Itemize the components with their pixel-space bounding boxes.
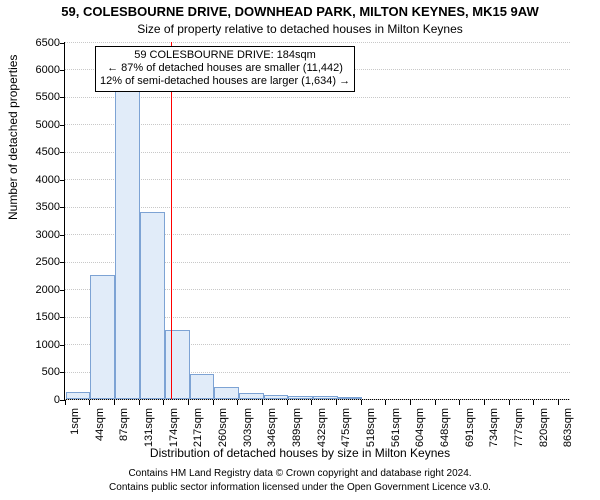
x-tick-mark [89,400,90,405]
histogram-bar [214,387,239,399]
x-tick-label: 174sqm [168,408,180,447]
x-tick-mark [361,400,362,405]
x-tick-label: 303sqm [242,408,254,447]
x-tick-mark [484,400,485,405]
x-tick-mark [459,400,460,405]
x-tick-mark [509,400,510,405]
y-tick-label: 2000 [10,284,60,296]
histogram-bar [264,395,289,399]
x-tick-label: 863sqm [562,408,574,447]
y-tick-label: 6500 [10,37,60,49]
x-tick-mark [435,400,436,405]
chart-title-sub: Size of property relative to detached ho… [0,22,600,36]
chart-title-main: 59, COLESBOURNE DRIVE, DOWNHEAD PARK, MI… [0,4,600,19]
y-tick-label: 0 [10,394,60,406]
x-tick-mark [237,400,238,405]
x-tick-mark [385,400,386,405]
footer-line-2: Contains public sector information licen… [0,482,600,494]
x-tick-label: 561sqm [390,408,402,447]
x-tick-label: 131sqm [143,408,155,447]
x-tick-mark [213,400,214,405]
x-tick-label: 648sqm [439,408,451,447]
x-tick-label: 691sqm [464,408,476,447]
y-tick-label: 3000 [10,229,60,241]
x-tick-mark [139,400,140,405]
histogram-bar [239,393,264,399]
y-tick-label: 2500 [10,256,60,268]
y-tick-label: 1500 [10,311,60,323]
x-tick-mark [311,400,312,405]
histogram-bar [288,396,313,399]
x-axis-label: Distribution of detached houses by size … [0,446,600,460]
histogram-bar [140,212,165,399]
x-tick-mark [287,400,288,405]
histogram-bars [65,42,570,399]
x-tick-label: 1sqm [69,408,81,435]
annotation-line-2: ← 87% of detached houses are smaller (11… [100,62,350,75]
x-tick-label: 475sqm [340,408,352,447]
x-tick-label: 518sqm [365,408,377,447]
x-tick-label: 389sqm [291,408,303,447]
x-tick-label: 432sqm [316,408,328,447]
x-tick-mark [262,400,263,405]
histogram-bar [338,397,363,399]
x-tick-mark [114,400,115,405]
x-tick-label: 820sqm [538,408,550,447]
plot-area: 59 COLESBOURNE DRIVE: 184sqm ← 87% of de… [64,42,570,400]
y-tick-label: 500 [10,366,60,378]
x-tick-label: 87sqm [118,408,130,441]
x-tick-mark [163,400,164,405]
x-tick-mark [336,400,337,405]
histogram-bar [90,275,115,399]
x-tick-mark [188,400,189,405]
x-tick-mark [558,400,559,405]
x-tick-label: 217sqm [192,408,204,447]
reference-line [171,42,172,399]
y-axis-label: Number of detached properties [6,55,20,220]
x-tick-label: 777sqm [513,408,525,447]
histogram-bar [115,91,140,399]
x-tick-label: 604sqm [414,408,426,447]
y-tick-label: 1000 [10,339,60,351]
histogram-bar [190,374,215,399]
histogram-bar [165,330,190,399]
x-tick-label: 346sqm [266,408,278,447]
annotation-box: 59 COLESBOURNE DRIVE: 184sqm ← 87% of de… [95,46,355,92]
histogram-bar [313,396,338,399]
x-tick-label: 260sqm [217,408,229,447]
annotation-line-3: 12% of semi-detached houses are larger (… [100,75,350,88]
histogram-bar [66,392,91,399]
x-tick-mark [533,400,534,405]
footer-line-1: Contains HM Land Registry data © Crown c… [0,468,600,480]
x-tick-mark [65,400,66,405]
annotation-line-1: 59 COLESBOURNE DRIVE: 184sqm [100,49,350,62]
x-tick-label: 44sqm [94,408,106,441]
x-tick-label: 734sqm [488,408,500,447]
x-tick-mark [410,400,411,405]
